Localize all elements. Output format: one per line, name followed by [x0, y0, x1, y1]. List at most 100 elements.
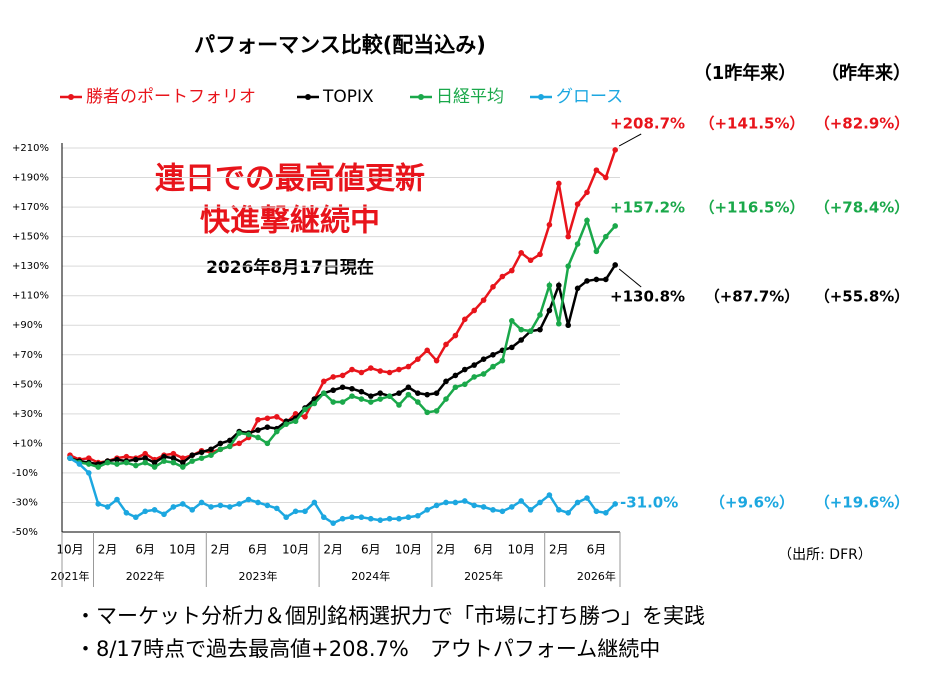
- data-point: [358, 388, 365, 395]
- note: ・8/17時点で過去最高値+208.7% アウトパフォーム継続中: [75, 637, 660, 661]
- data-point: [114, 461, 120, 467]
- data-point: [142, 455, 148, 461]
- data-point: [189, 452, 195, 459]
- data-point: [264, 502, 271, 509]
- x-tick-label: 6月: [248, 543, 268, 557]
- x-tick-label: 2月: [323, 543, 343, 557]
- data-point: [480, 504, 487, 510]
- data-point: [321, 378, 327, 385]
- data-point: [208, 446, 214, 453]
- data-point: [264, 440, 271, 447]
- legend-swatch: [418, 94, 424, 100]
- data-point: [142, 459, 148, 466]
- data-point: [480, 371, 487, 377]
- data-point: [415, 390, 421, 396]
- data-point: [565, 510, 571, 516]
- data-point: [452, 384, 459, 391]
- data-point: [198, 455, 205, 461]
- data-point: [565, 322, 571, 329]
- data-point: [95, 464, 101, 470]
- data-point: [499, 508, 506, 515]
- data-point: [574, 201, 581, 207]
- annotation: 快進撃継続中: [200, 204, 380, 239]
- data-point: [527, 507, 534, 513]
- data-point: [302, 508, 308, 515]
- data-point: [255, 434, 261, 441]
- data-point: [133, 514, 139, 521]
- data-point: [584, 495, 590, 501]
- data-point: [208, 452, 214, 459]
- data-point: [386, 515, 393, 522]
- data-point: [499, 357, 506, 364]
- y-tick-label: +70%: [12, 350, 43, 361]
- since-1yr-label: （+87.7%）: [705, 288, 800, 306]
- data-point: [245, 496, 252, 503]
- data-point: [321, 514, 327, 521]
- x-tick-label: 10月: [169, 543, 196, 557]
- data-point: [142, 450, 148, 457]
- y-tick-label: -50%: [12, 527, 38, 538]
- data-point: [217, 440, 224, 447]
- series-line: [69, 149, 617, 464]
- data-point: [358, 369, 365, 376]
- x-tick-label: 6月: [135, 543, 155, 557]
- data-point: [509, 318, 515, 324]
- data-point: [471, 374, 478, 380]
- data-point: [480, 356, 487, 363]
- data-point: [546, 307, 553, 314]
- data-point: [537, 251, 543, 258]
- data-point: [339, 399, 346, 405]
- data-point: [339, 515, 346, 522]
- data-point: [95, 501, 101, 507]
- data-point: [104, 504, 111, 510]
- data-point: [227, 504, 233, 510]
- chart-title: パフォーマンス比較(配当込み): [194, 33, 486, 57]
- data-point: [415, 356, 421, 363]
- data-point: [349, 514, 355, 521]
- data-point: [86, 461, 92, 467]
- data-point: [274, 505, 280, 512]
- data-point: [349, 393, 355, 399]
- data-point: [236, 501, 242, 507]
- data-point: [170, 450, 177, 457]
- data-point: [170, 504, 177, 510]
- source: （出所: DFR）: [778, 547, 872, 563]
- data-point: [593, 248, 600, 255]
- data-point: [462, 498, 468, 504]
- x-tick-label: 2月: [211, 543, 231, 557]
- x-tick-label: 2月: [549, 543, 569, 557]
- x-tick-label: 6月: [361, 543, 381, 557]
- data-point: [433, 357, 440, 364]
- data-point: [443, 499, 449, 506]
- y-tick-label: -10%: [12, 468, 38, 479]
- data-point: [424, 347, 431, 354]
- data-point: [603, 276, 609, 283]
- leader-line: [618, 268, 642, 288]
- data-point: [170, 459, 177, 466]
- value-label: +208.7%: [610, 115, 685, 133]
- data-point: [433, 408, 440, 414]
- data-point: [405, 391, 412, 398]
- data-point: [386, 369, 393, 376]
- data-point: [565, 233, 571, 240]
- data-point: [123, 510, 130, 516]
- data-point: [593, 167, 600, 173]
- data-point: [180, 459, 186, 466]
- data-point: [396, 390, 402, 396]
- data-point: [377, 390, 384, 396]
- data-point: [584, 189, 590, 196]
- value-label: -31.0%: [620, 494, 678, 512]
- data-point: [349, 366, 355, 373]
- data-point: [527, 328, 534, 334]
- data-point: [133, 462, 139, 469]
- data-point: [537, 312, 543, 318]
- column-header: （昨年来）: [821, 62, 911, 84]
- data-point: [368, 399, 374, 405]
- x-group-label: 2026年: [577, 569, 616, 583]
- data-point: [396, 366, 402, 373]
- leader-line: [618, 133, 642, 147]
- data-point: [114, 496, 120, 503]
- data-point: [236, 440, 242, 447]
- data-point: [405, 363, 412, 370]
- x-tick-label: 2月: [98, 543, 118, 557]
